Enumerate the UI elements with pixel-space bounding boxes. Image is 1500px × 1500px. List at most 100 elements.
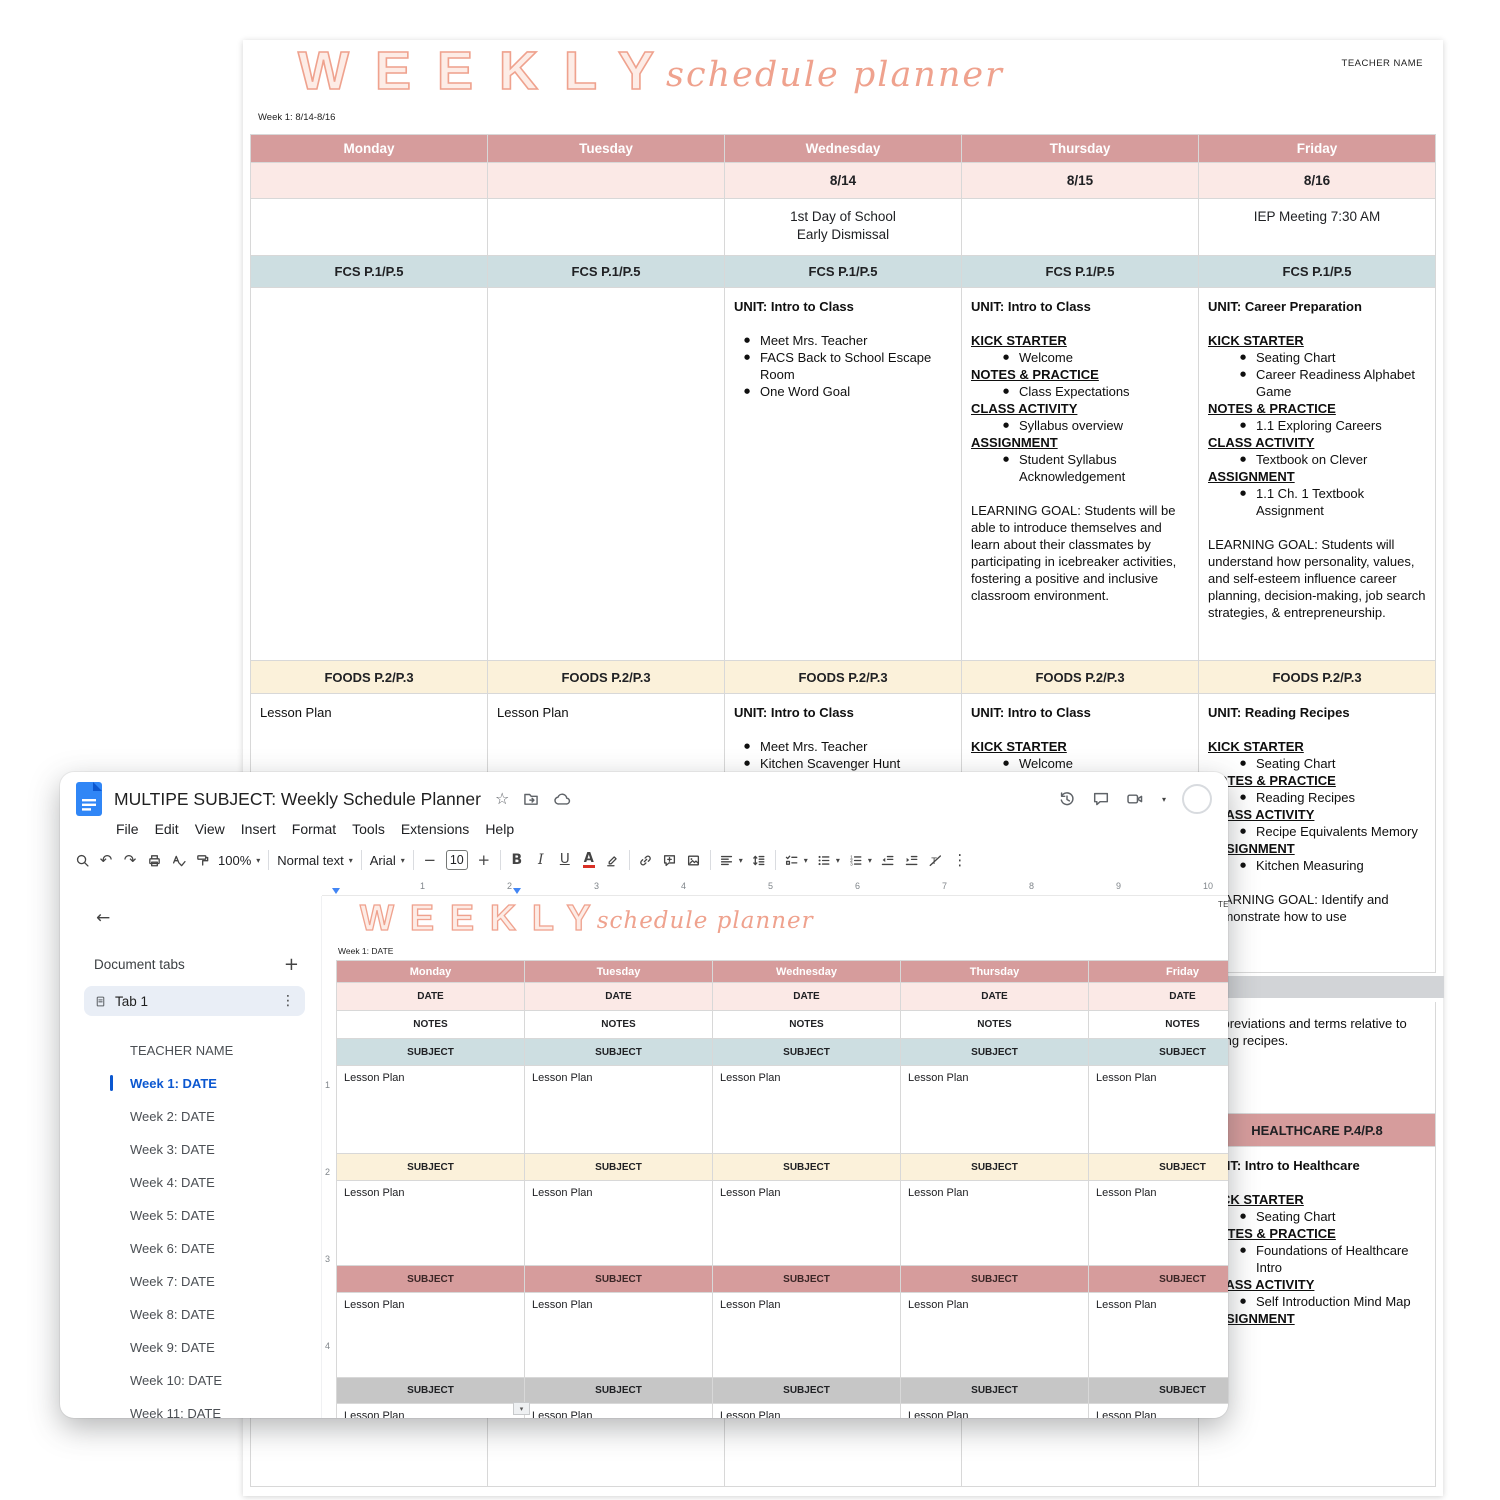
menu-insert[interactable]: Insert: [240, 821, 276, 837]
date-cell[interactable]: [251, 163, 488, 199]
print-icon[interactable]: [142, 847, 166, 873]
increase-indent-icon[interactable]: [900, 847, 924, 873]
subject-band-cell[interactable]: FOODS P.2/P.3: [488, 661, 725, 694]
sidebar-item-week-2-date[interactable]: Week 2: DATE: [130, 1109, 215, 1124]
more-options-icon[interactable]: ⋮: [948, 847, 972, 873]
planner-cell[interactable]: UNIT: Intro to Class ● Meet Mrs. Teacher ● F…: [725, 288, 962, 661]
search-icon[interactable]: [70, 847, 94, 873]
undo-icon[interactable]: ↶: [94, 847, 118, 873]
subject-band-cell[interactable]: HEALTHCARE P.4/P.8: [1199, 1114, 1436, 1147]
lesson-plan-cell[interactable]: Lesson Plan: [525, 1181, 713, 1266]
lesson-plan-cell[interactable]: Lesson Plan: [337, 1181, 525, 1266]
menu-edit[interactable]: Edit: [154, 821, 179, 837]
lesson-plan-cell[interactable]: Lesson Plan: [525, 1066, 713, 1154]
notes-cell[interactable]: NOTES: [713, 1011, 901, 1039]
checklist-icon[interactable]: ▾: [780, 847, 812, 873]
day-header-cell[interactable]: Wednesday: [713, 961, 901, 983]
subject-band-cell[interactable]: SUBJECT: [901, 1266, 1089, 1293]
subject-band-cell[interactable]: FCS P.1/P.5: [1199, 256, 1436, 288]
subject-band-cell[interactable]: SUBJECT: [901, 1039, 1089, 1066]
insert-image-icon[interactable]: [682, 847, 706, 873]
note-cell[interactable]: [962, 199, 1199, 256]
table-control-dropdown[interactable]: ▾: [513, 1402, 530, 1415]
planner-cell[interactable]: UNIT: Intro to Healthcare KICK STARTER ● Se…: [1199, 1147, 1436, 1487]
day-header-cell[interactable]: Thursday: [901, 961, 1089, 983]
sidebar-item-week-8-date[interactable]: Week 8: DATE: [130, 1307, 215, 1322]
subject-band-cell[interactable]: SUBJECT: [337, 1039, 525, 1066]
lesson-plan-cell[interactable]: Lesson Plan: [337, 1404, 525, 1418]
paragraph-style-select[interactable]: Normal text ▾: [273, 847, 356, 873]
subject-band-cell[interactable]: FCS P.1/P.5: [251, 256, 488, 288]
date-cell[interactable]: DATE: [337, 983, 525, 1011]
sidebar-item-week-11-date[interactable]: Week 11: DATE: [130, 1406, 222, 1418]
day-header-cell[interactable]: Monday: [337, 961, 525, 983]
back-arrow-icon[interactable]: ←: [96, 908, 111, 928]
day-header-cell[interactable]: Wednesday: [725, 135, 962, 163]
move-folder-icon[interactable]: [522, 790, 540, 808]
subject-band-cell[interactable]: SUBJECT: [1089, 1378, 1228, 1404]
date-cell[interactable]: 8/16: [1199, 163, 1436, 199]
bulleted-list-icon[interactable]: ▾: [812, 847, 844, 873]
planner-cell[interactable]: [488, 288, 725, 661]
subject-band-cell[interactable]: FCS P.1/P.5: [962, 256, 1199, 288]
subject-band-cell[interactable]: SUBJECT: [713, 1378, 901, 1404]
horizontal-ruler[interactable]: 1 2 3 4 5 6 7 8 9 10: [322, 878, 1228, 896]
note-cell[interactable]: [488, 199, 725, 256]
subject-band-cell[interactable]: SUBJECT: [525, 1154, 713, 1181]
subject-band-cell[interactable]: SUBJECT: [337, 1266, 525, 1293]
star-icon[interactable]: ☆: [495, 789, 510, 808]
menu-view[interactable]: View: [194, 821, 225, 837]
subject-band-cell[interactable]: SUBJECT: [713, 1266, 901, 1293]
date-cell[interactable]: DATE: [901, 983, 1089, 1011]
video-call-caret-icon[interactable]: ▾: [1161, 794, 1166, 804]
increase-font-size-icon[interactable]: +: [472, 847, 496, 873]
document-canvas[interactable]: TEACHER NAME WEEKLY schedule planner Wee…: [336, 896, 1228, 1418]
date-cell[interactable]: DATE: [713, 983, 901, 1011]
add-comment-icon[interactable]: [658, 847, 682, 873]
subject-band-cell[interactable]: SUBJECT: [525, 1266, 713, 1293]
lesson-plan-cell[interactable]: Lesson Plan: [1089, 1181, 1228, 1266]
line-spacing-icon[interactable]: [747, 847, 771, 873]
menu-extensions[interactable]: Extensions: [400, 821, 470, 837]
subject-band-cell[interactable]: FOODS P.2/P.3: [962, 661, 1199, 694]
indent-marker-icon[interactable]: [332, 888, 340, 894]
subject-band-cell[interactable]: SUBJECT: [901, 1154, 1089, 1181]
indent-marker-icon[interactable]: [513, 888, 521, 894]
sidebar-item-week-9-date[interactable]: Week 9: DATE: [130, 1340, 215, 1355]
template-week-label[interactable]: Week 1: DATE: [338, 946, 394, 956]
numbered-list-icon[interactable]: 1 2 3 ▾: [844, 847, 876, 873]
sidebar-item-week-10-date[interactable]: Week 10: DATE: [130, 1373, 222, 1388]
note-cell[interactable]: [251, 199, 488, 256]
notes-cell[interactable]: NOTES: [1089, 1011, 1228, 1039]
sidebar-item-week-5-date[interactable]: Week 5: DATE: [130, 1208, 215, 1223]
planner-cell[interactable]: UNIT: Career Preparation KICK STARTER ● Sea…: [1199, 288, 1436, 661]
subject-band-cell[interactable]: SUBJECT: [713, 1039, 901, 1066]
sidebar-item-week-6-date[interactable]: Week 6: DATE: [130, 1241, 215, 1256]
lesson-plan-cell[interactable]: Lesson Plan: [713, 1066, 901, 1154]
subject-band-cell[interactable]: SUBJECT: [1089, 1266, 1228, 1293]
zoom-select[interactable]: 100% ▾: [214, 847, 264, 873]
date-cell[interactable]: 8/15: [962, 163, 1199, 199]
sidebar-item-week-4-date[interactable]: Week 4: DATE: [130, 1175, 215, 1190]
lesson-plan-cell[interactable]: Lesson Plan: [901, 1066, 1089, 1154]
date-cell[interactable]: 8/14: [725, 163, 962, 199]
subject-band-cell[interactable]: FCS P.1/P.5: [488, 256, 725, 288]
lesson-plan-cell[interactable]: Lesson Plan: [525, 1404, 713, 1418]
day-header-cell[interactable]: Tuesday: [525, 961, 713, 983]
subject-band-cell[interactable]: SUBJECT: [713, 1154, 901, 1181]
day-header-cell[interactable]: Friday: [1089, 961, 1228, 983]
vertical-ruler[interactable]: 1 2 3 4: [322, 896, 336, 1418]
cloud-saved-icon[interactable]: [553, 790, 571, 808]
sidebar-item-teacher-name[interactable]: TEACHER NAME: [130, 1043, 234, 1058]
lesson-plan-cell[interactable]: Lesson Plan: [337, 1293, 525, 1378]
tab-1-item[interactable]: Tab 1 ⋮: [84, 986, 305, 1016]
sidebar-item-week-7-date[interactable]: Week 7: DATE: [130, 1274, 215, 1289]
redo-icon[interactable]: ↷: [118, 847, 142, 873]
menu-help[interactable]: Help: [485, 821, 515, 837]
add-tab-icon[interactable]: +: [283, 954, 299, 975]
notes-cell[interactable]: NOTES: [525, 1011, 713, 1039]
align-left-icon[interactable]: ▾: [715, 847, 747, 873]
notes-cell[interactable]: NOTES: [901, 1011, 1089, 1039]
planner-cell[interactable]: abbreviations and terms relative to usin…: [1199, 1002, 1436, 1114]
subject-band-cell[interactable]: FOODS P.2/P.3: [1199, 661, 1436, 694]
